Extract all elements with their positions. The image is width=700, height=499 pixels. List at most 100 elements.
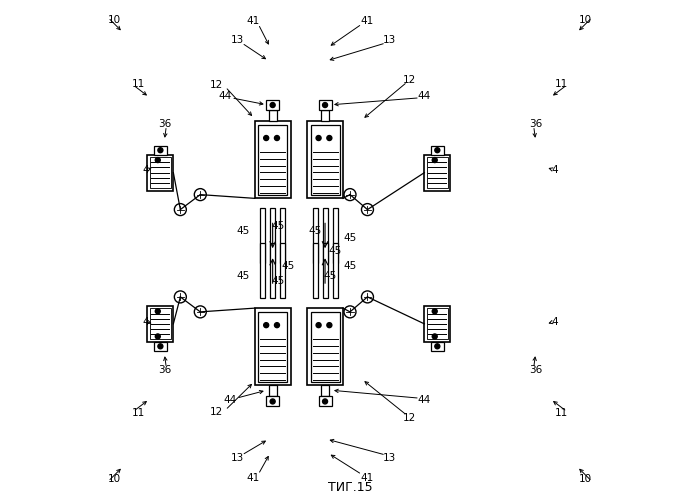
Circle shape — [432, 334, 438, 339]
Bar — [260, 243, 265, 298]
Text: 45: 45 — [281, 260, 294, 271]
Bar — [311, 311, 340, 382]
Text: 12: 12 — [209, 407, 223, 417]
Bar — [270, 208, 275, 263]
Text: 13: 13 — [384, 35, 396, 45]
Text: 12: 12 — [403, 413, 416, 423]
Text: 45: 45 — [236, 270, 249, 281]
Circle shape — [316, 136, 321, 141]
Circle shape — [274, 323, 279, 328]
Circle shape — [158, 344, 163, 349]
Text: 11: 11 — [132, 79, 145, 89]
Text: 11: 11 — [132, 408, 145, 418]
Bar — [321, 110, 329, 121]
Circle shape — [270, 103, 275, 108]
Text: 4: 4 — [552, 317, 558, 327]
Circle shape — [323, 399, 328, 404]
Bar — [424, 306, 450, 342]
Bar — [266, 100, 279, 110]
Circle shape — [158, 148, 163, 153]
Bar — [313, 208, 318, 263]
Circle shape — [323, 103, 328, 108]
Text: 45: 45 — [344, 233, 356, 244]
Text: 44: 44 — [417, 395, 430, 405]
Circle shape — [264, 136, 269, 141]
Circle shape — [264, 323, 269, 328]
Text: 45: 45 — [271, 221, 284, 231]
Bar — [280, 243, 285, 298]
Circle shape — [327, 323, 332, 328]
Text: 36: 36 — [529, 365, 542, 375]
Text: 11: 11 — [555, 408, 568, 418]
Text: 41: 41 — [246, 473, 259, 483]
Text: 10: 10 — [579, 474, 592, 484]
Bar — [148, 155, 174, 191]
Circle shape — [270, 399, 275, 404]
Bar — [427, 308, 448, 339]
Bar — [307, 121, 343, 198]
Bar — [269, 385, 276, 396]
Circle shape — [316, 323, 321, 328]
Bar — [148, 306, 174, 342]
Bar — [318, 100, 332, 110]
Text: 45: 45 — [236, 226, 249, 236]
Bar — [154, 342, 167, 351]
Bar — [430, 342, 444, 351]
Bar — [154, 146, 167, 155]
Bar — [318, 396, 332, 406]
Text: 13: 13 — [384, 453, 396, 463]
Bar — [323, 208, 328, 263]
Circle shape — [155, 158, 160, 163]
Text: 44: 44 — [218, 91, 232, 101]
Text: 12: 12 — [209, 80, 223, 90]
Text: 41: 41 — [246, 16, 259, 26]
Bar — [269, 110, 276, 121]
Bar — [307, 308, 343, 385]
Bar — [321, 385, 329, 396]
Bar — [260, 208, 265, 263]
Text: 36: 36 — [158, 365, 171, 375]
Text: 4: 4 — [142, 165, 148, 175]
Bar — [255, 121, 290, 198]
Bar — [270, 243, 275, 298]
Text: 45: 45 — [328, 246, 342, 256]
Text: 45: 45 — [309, 226, 322, 236]
Text: 4: 4 — [142, 317, 148, 327]
Text: 13: 13 — [231, 35, 244, 45]
Circle shape — [432, 158, 438, 163]
Text: 4: 4 — [552, 165, 558, 175]
Circle shape — [435, 148, 440, 153]
Text: 41: 41 — [360, 473, 374, 483]
Text: 45: 45 — [271, 275, 284, 286]
Text: ΤИГ.15: ΤИГ.15 — [328, 481, 372, 494]
Text: 10: 10 — [108, 15, 121, 25]
Text: 41: 41 — [360, 16, 374, 26]
Bar — [424, 155, 450, 191]
Circle shape — [155, 309, 160, 314]
Text: 12: 12 — [403, 75, 416, 85]
Text: 13: 13 — [231, 453, 244, 463]
Bar — [332, 208, 337, 263]
Text: 36: 36 — [529, 119, 542, 129]
Bar — [150, 157, 171, 188]
Bar — [332, 243, 337, 298]
Bar — [427, 157, 448, 188]
Circle shape — [432, 309, 438, 314]
Bar — [258, 311, 287, 382]
Text: 10: 10 — [579, 15, 592, 25]
Circle shape — [327, 136, 332, 141]
Bar — [430, 146, 444, 155]
Bar — [323, 243, 328, 298]
Bar — [313, 243, 318, 298]
Bar — [266, 396, 279, 406]
Bar — [255, 308, 290, 385]
Bar — [258, 125, 287, 195]
Bar — [150, 308, 171, 339]
Bar — [280, 208, 285, 263]
Text: 11: 11 — [555, 79, 568, 89]
Circle shape — [435, 344, 440, 349]
Text: 36: 36 — [158, 119, 171, 129]
Text: 45: 45 — [323, 270, 337, 281]
Bar — [311, 125, 340, 195]
Text: 44: 44 — [223, 395, 237, 405]
